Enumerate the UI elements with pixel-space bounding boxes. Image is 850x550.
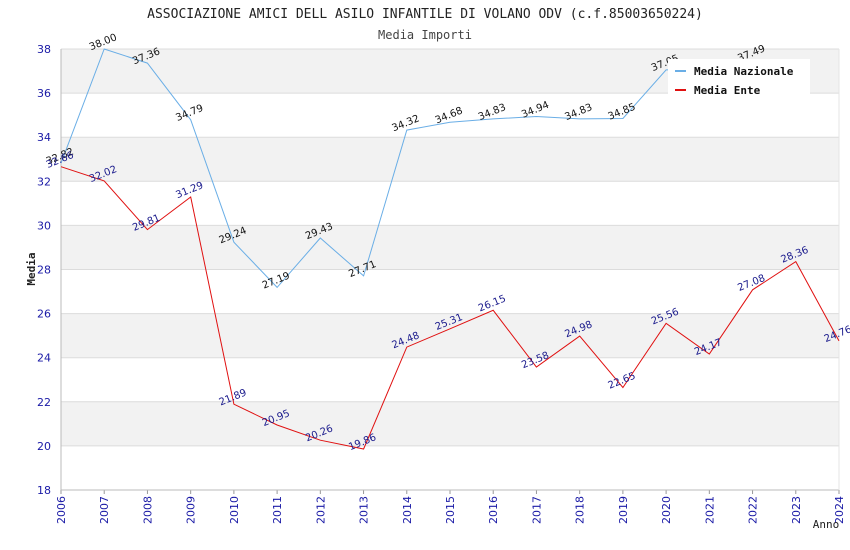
x-tick-label: 2007 [98, 496, 111, 524]
y-tick-label: 20 [37, 440, 51, 453]
legend: Media Nazionale Media Ente [668, 59, 810, 101]
y-tick-label: 32 [37, 175, 51, 188]
x-tick-label: 2019 [617, 496, 630, 524]
y-axis-label: Media [25, 252, 38, 285]
y-tick-label: 30 [37, 219, 51, 232]
chart-subtitle: Media Importi [378, 28, 472, 42]
x-tick-label: 2012 [314, 496, 327, 524]
x-tick-label: 2006 [55, 496, 68, 524]
y-tick-label: 26 [37, 308, 51, 321]
background-band [61, 137, 839, 182]
x-tick-label: 2021 [703, 496, 716, 524]
x-tick-label: 2011 [271, 496, 284, 524]
y-tick-label: 36 [37, 87, 51, 100]
series-line-media-ente [60, 166, 840, 450]
x-tick-label: 2020 [660, 496, 673, 524]
background-band [61, 225, 839, 270]
legend-entry: Media Nazionale [694, 65, 794, 78]
x-tick-label: 2023 [790, 496, 803, 524]
x-tick-label: 2010 [228, 496, 241, 524]
series-lines [60, 48, 840, 450]
legend-box [668, 59, 810, 101]
x-tick-label: 2016 [487, 496, 500, 524]
y-tick-label: 24 [37, 352, 51, 365]
y-tick-label: 34 [37, 131, 51, 144]
x-tick-label: 2018 [574, 496, 587, 524]
data-label: 26.15 [477, 294, 508, 315]
background-band [61, 313, 839, 358]
x-tick-label: 2022 [747, 496, 760, 524]
data-label: 34.79 [174, 103, 205, 124]
series-line-media-nazionale [60, 48, 753, 289]
legend-entry: Media Ente [694, 84, 761, 97]
background-band [61, 401, 839, 446]
data-label: 27.19 [261, 271, 292, 292]
data-label: 34.68 [434, 105, 465, 126]
x-axis-label: Anno [813, 518, 840, 531]
x-tick-label: 2008 [141, 496, 154, 524]
y-tick-label: 18 [37, 484, 51, 497]
data-label: 34.83 [477, 102, 508, 123]
y-tick-label: 28 [37, 264, 51, 277]
x-tick-label: 2017 [530, 496, 543, 524]
data-label: 34.32 [391, 113, 422, 134]
plot-background-bands [61, 49, 839, 446]
y-tick-label: 38 [37, 43, 51, 56]
x-tick-label: 2024 [833, 496, 846, 524]
data-label: 34.83 [563, 102, 594, 123]
x-tick-label: 2014 [401, 496, 414, 524]
chart-title: ASSOCIAZIONE AMICI DELL ASILO INFANTILE … [147, 7, 703, 22]
x-tick-label: 2015 [444, 496, 457, 524]
data-label: 34.85 [607, 102, 638, 123]
x-tick-label: 2009 [185, 496, 198, 524]
y-tick-label: 22 [37, 396, 51, 409]
x-tick-label: 2013 [358, 496, 371, 524]
grid-lines [61, 48, 839, 491]
